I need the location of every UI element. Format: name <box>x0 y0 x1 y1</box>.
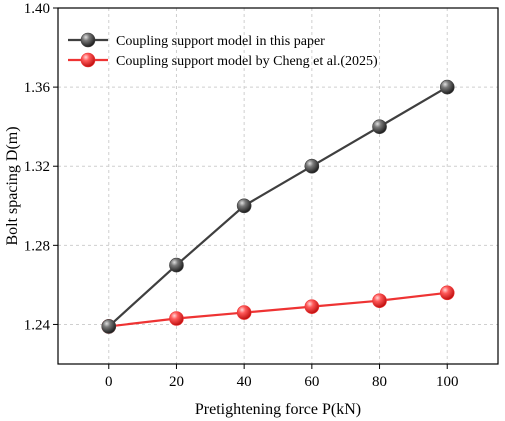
data-point <box>304 158 320 174</box>
data-point <box>439 285 455 301</box>
y-tick-label: 1.32 <box>24 159 50 175</box>
data-point <box>372 119 387 134</box>
data-point <box>169 311 184 326</box>
legend-label: Coupling support model by Cheng et al.(2… <box>116 54 378 69</box>
data-point <box>236 305 252 320</box>
y-tick-label: 1.40 <box>24 1 50 17</box>
data-point <box>439 79 455 95</box>
x-tick-label: 40 <box>237 374 252 390</box>
data-point <box>372 293 387 309</box>
plot-frame <box>57 7 499 365</box>
data-point <box>101 319 117 334</box>
series-1 <box>101 285 455 334</box>
axes: 0 20 40 60 80 100 1.24 1.28 1.32 1.36 1.40 <box>24 1 499 390</box>
y-tick-label: 1.24 <box>24 317 51 333</box>
x-axis-title: Pretightening force P(kN) <box>195 401 361 418</box>
y-axis-title: Bolt spacing D(m) <box>4 126 21 245</box>
series-0 <box>101 79 455 334</box>
legend: Coupling support model in this paper Coup… <box>68 32 378 69</box>
x-tick-label: 80 <box>372 374 387 390</box>
series-group <box>101 79 455 334</box>
legend-swatch-marker <box>80 32 96 48</box>
legend-label: Coupling support model in this paper <box>116 34 325 49</box>
x-tick-label: 0 <box>105 374 113 390</box>
x-tick-label: 100 <box>436 374 459 390</box>
x-tick-label: 60 <box>304 374 319 390</box>
data-point <box>169 257 184 273</box>
x-tick-label: 20 <box>169 374 184 390</box>
series-line <box>108 291 448 328</box>
y-tick-label: 1.28 <box>24 238 50 254</box>
data-point <box>236 198 252 214</box>
legend-swatch-marker <box>80 52 96 68</box>
y-tick-label: 1.36 <box>24 80 51 96</box>
series-line <box>108 86 448 328</box>
data-point <box>304 299 320 314</box>
